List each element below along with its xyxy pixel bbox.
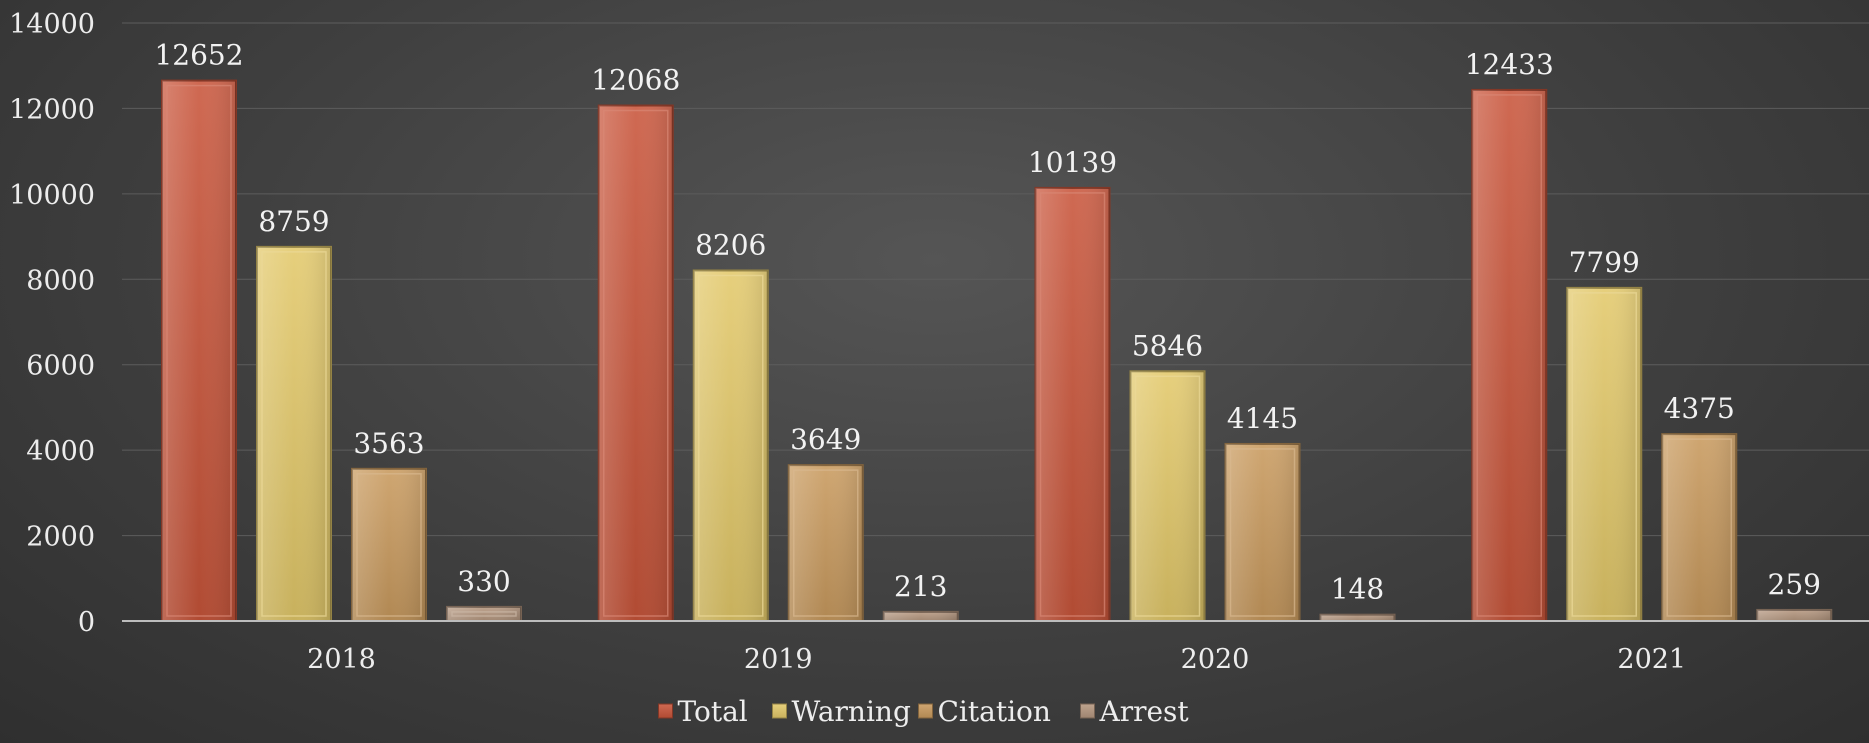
data-label: 3649	[790, 423, 861, 456]
data-label: 4145	[1227, 402, 1298, 435]
bar-inner-edge	[1039, 192, 1106, 617]
bar-inner-edge	[1229, 448, 1296, 617]
legend-label: Warning	[792, 695, 911, 728]
data-label: 8759	[258, 205, 329, 238]
bar-inner-edge	[166, 84, 232, 617]
legend-label: Arrest	[1099, 695, 1190, 728]
data-label: 213	[894, 570, 947, 603]
data-label: 330	[457, 565, 510, 598]
bar-warning-2018	[256, 245, 332, 622]
y-tick-label: 4000	[26, 436, 95, 467]
legend-item-citation: Citation	[918, 695, 1051, 728]
data-label: 7799	[1569, 246, 1640, 279]
bar-citation-2019	[787, 464, 864, 622]
bar-warning-2019	[692, 269, 769, 622]
data-label: 12433	[1465, 48, 1554, 81]
bar-inner-edge	[451, 611, 517, 617]
y-tick-label: 12000	[9, 94, 95, 125]
bar-shine	[1035, 187, 1110, 621]
bar-inner-edge	[793, 469, 859, 617]
y-tick-label: 2000	[26, 522, 95, 553]
y-tick-label: 6000	[26, 351, 95, 382]
bar-inner-edge	[356, 473, 422, 617]
gridlines	[122, 22, 1869, 537]
x-tick-label: 2018	[307, 644, 376, 675]
bar-total-2021	[1471, 88, 1548, 622]
bar-shine	[883, 611, 958, 621]
data-label: 148	[1331, 573, 1384, 606]
y-tick-label: 0	[78, 607, 95, 638]
bar-shine	[1757, 609, 1832, 621]
bar-shine	[598, 105, 673, 622]
bar-inner-edge	[1666, 438, 1732, 617]
bar-shine	[257, 246, 331, 621]
bar-shine	[1567, 287, 1642, 621]
x-tick-label: 2019	[744, 644, 813, 675]
legend-item-arrest: Arrest	[1080, 695, 1190, 728]
bar-inner-edge	[698, 274, 764, 617]
bar-shine	[1662, 434, 1737, 621]
bar-citation-2018	[351, 467, 427, 622]
data-label: 4375	[1664, 392, 1735, 425]
bar-shine	[1320, 614, 1395, 621]
data-label: 5846	[1132, 329, 1203, 362]
data-label: 12652	[154, 39, 243, 72]
legend-swatch	[1080, 703, 1095, 719]
bar-warning-2021	[1566, 286, 1643, 622]
bar-inner-edge	[1476, 94, 1542, 617]
bar-shine	[788, 465, 863, 621]
bar-total-2020	[1034, 186, 1111, 622]
x-tick-label: 2021	[1617, 644, 1686, 675]
bar-citation-2020	[1224, 442, 1301, 622]
bars	[161, 79, 1833, 623]
x-tick-label: 2020	[1181, 644, 1250, 675]
bar-arrest-2018	[446, 605, 522, 623]
data-label: 8206	[695, 228, 766, 261]
legend-swatch	[658, 703, 673, 719]
bar-inner-edge	[1134, 375, 1201, 617]
bar-shine	[693, 270, 768, 621]
data-label: 12068	[591, 64, 680, 97]
legend-item-warning: Warning	[772, 695, 911, 728]
data-labels: 12652 8759 3563 330 12068 8206 3649 213 10139 584…	[154, 39, 1821, 606]
y-tick-label: 8000	[26, 265, 95, 296]
bar-warning-2020	[1129, 370, 1206, 623]
bar-shine	[1130, 371, 1205, 621]
bar-shine	[1472, 89, 1547, 621]
bar-inner-edge	[603, 109, 669, 617]
data-label: 10139	[1028, 146, 1117, 179]
bar-total-2019	[597, 104, 674, 623]
bar-citation-2021	[1661, 433, 1738, 622]
y-tick-label: 14000	[9, 9, 95, 40]
y-tick-label: 10000	[9, 180, 95, 211]
bar-total-2018	[161, 79, 237, 622]
x-axis: 2018 2019 2020 2021	[122, 620, 1869, 675]
legend-item-total: Total	[658, 695, 748, 728]
bar-arrest-2021	[1756, 608, 1833, 623]
legend-swatch	[918, 703, 933, 719]
legend-label: Total	[678, 695, 748, 728]
bar-shine	[447, 606, 521, 621]
bar-shine	[352, 468, 426, 621]
bar-shine	[1225, 443, 1300, 621]
bar-inner-edge	[261, 251, 327, 617]
legend: Total Warning Citation Arrest	[658, 695, 1190, 728]
bar-inner-edge	[1571, 292, 1637, 617]
legend-label: Citation	[938, 695, 1051, 728]
bar-shine	[162, 80, 236, 621]
legend-swatch	[772, 703, 787, 719]
data-label: 259	[1768, 568, 1821, 601]
data-label: 3563	[353, 427, 424, 460]
y-axis: 0 2000 4000 6000 8000 10000 12000 14000	[9, 9, 95, 638]
bar-arrest-2019	[882, 610, 959, 622]
